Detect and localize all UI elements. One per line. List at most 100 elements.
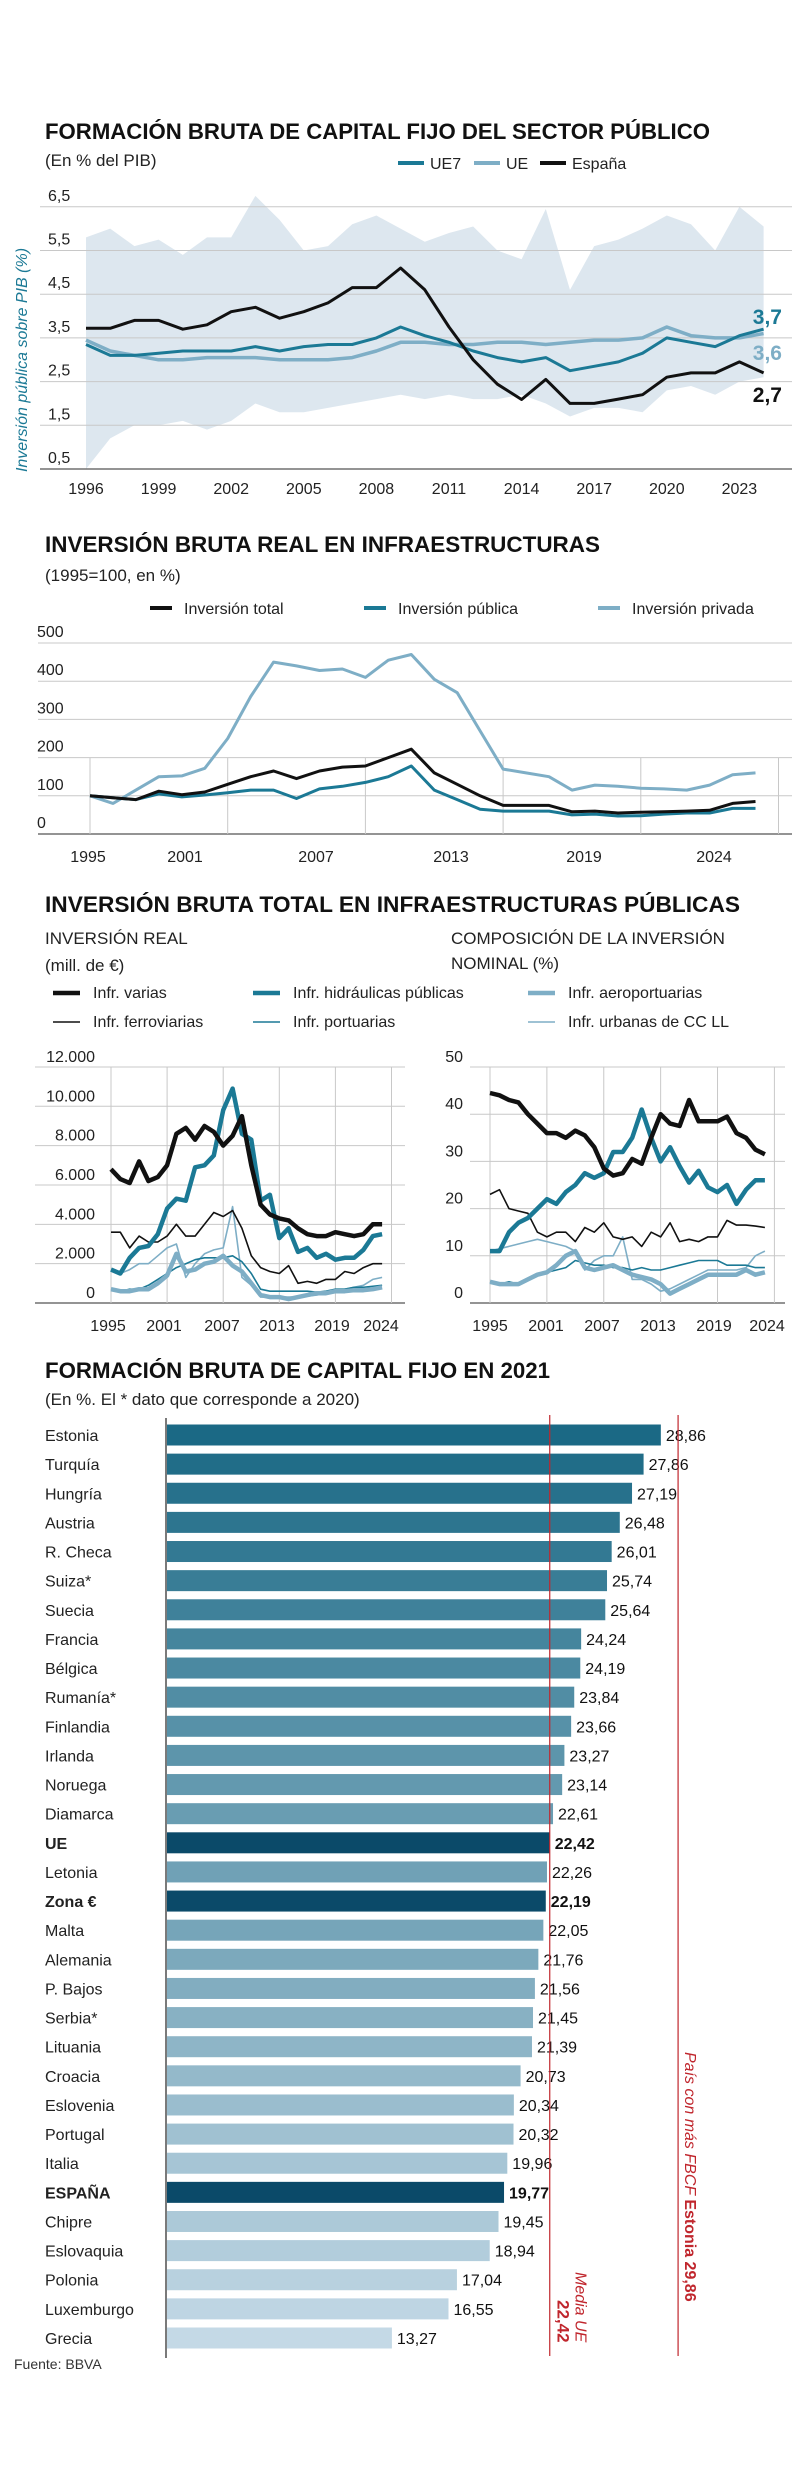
x-tick-label: 1995: [90, 1318, 126, 1335]
bar-zona: [167, 1890, 546, 1912]
x-tick-label: 2020: [649, 481, 685, 498]
value-label: 20,73: [526, 2069, 566, 2086]
x-tick-label: 2002: [213, 481, 249, 498]
value-label: 19,96: [512, 2156, 552, 2173]
legend-label-espana: España: [572, 156, 626, 173]
series-line-infr-ferroviarias: [111, 1209, 383, 1285]
chart3-left-subtitle: (mill. de €): [45, 956, 124, 975]
y-tick-label: 6.000: [55, 1167, 95, 1184]
y-tick-label: 6,5: [48, 188, 70, 205]
bar-austria: [167, 1511, 620, 1533]
chart1-title: FORMACIÓN BRUTA DE CAPITAL FIJO DEL SECT…: [45, 119, 710, 144]
bar-suiza: [167, 1570, 608, 1592]
x-tick-label: 2017: [576, 481, 612, 498]
y-tick-label: 0: [86, 1285, 95, 1302]
bar-noruega: [167, 1774, 563, 1796]
chart4-subtitle: (En %. El * dato que corresponde a 2020): [45, 1390, 360, 1409]
bar-espana: [167, 2181, 505, 2203]
category-label: Letonia: [45, 1865, 98, 1882]
value-label: 27,19: [637, 1486, 677, 1503]
legend-label-infr-portuarias: Infr. portuarias: [293, 1014, 395, 1031]
category-label: Hungría: [45, 1486, 102, 1503]
y-tick-label: 0,5: [48, 450, 70, 467]
legend-label-infr-ferroviarias: Infr. ferroviarias: [93, 1014, 203, 1031]
y-tick-label: 1,5: [48, 406, 70, 423]
value-label: 13,27: [397, 2331, 437, 2348]
legend-label-ue7: UE7: [430, 156, 461, 173]
x-tick-label: 2001: [167, 849, 203, 866]
x-tick-label: 2024: [696, 849, 732, 866]
x-tick-label: 1995: [472, 1318, 508, 1335]
value-label: 19,77: [509, 2185, 549, 2202]
x-tick-label: 2008: [359, 481, 395, 498]
series-line-infr-varias: [109, 1113, 383, 1239]
category-label: Francia: [45, 1632, 98, 1649]
x-tick-label: 2007: [298, 849, 334, 866]
legend-label-inversion-total: Inversión total: [184, 601, 284, 618]
x-tick-label: 2014: [504, 481, 540, 498]
x-tick-label: 2005: [286, 481, 322, 498]
series-line-infr-urbanas-de-cc-ll: [489, 1236, 766, 1292]
y-tick-label: 200: [37, 739, 64, 756]
series-line-infr-ferroviarias: [489, 1188, 766, 1248]
series-line-infr-aeroportuarias: [110, 1251, 383, 1302]
bar-letonia: [167, 1861, 547, 1883]
value-label: 20,34: [519, 2098, 559, 2115]
x-tick-label: 2024: [363, 1318, 399, 1335]
chart3-right-plot: 50 40 30 20 10 0 1995 2001 2007 2013 2019 2024: [445, 1049, 785, 1335]
value-label: 26,01: [617, 1545, 657, 1562]
x-tick-label: 2024: [749, 1318, 785, 1335]
chart3-left-title: INVERSIÓN REAL: [45, 929, 188, 948]
category-label: Croacia: [45, 2069, 100, 2086]
value-label: 22,61: [558, 1807, 598, 1824]
chart3-title: INVERSIÓN BRUTA TOTAL EN INFRAESTRUCTURA…: [45, 892, 740, 917]
chart2-legend: Inversión total Inversión pública Inversió…: [150, 601, 754, 618]
reference-label-text: País con más FBCF: [681, 2052, 698, 2199]
x-tick-label: 2019: [696, 1318, 732, 1335]
category-label: Finlandia: [45, 1719, 110, 1736]
category-label: Portugal: [45, 2127, 105, 2144]
x-tick-label: 2001: [528, 1318, 564, 1335]
y-tick-label: 400: [37, 662, 64, 679]
value-label: 24,19: [585, 1661, 625, 1678]
x-tick-label: 2013: [259, 1318, 295, 1335]
x-tick-label: 2013: [433, 849, 469, 866]
category-label: ESPAÑA: [45, 2182, 111, 2202]
bar-finlandia: [167, 1715, 572, 1737]
value-label: 22,26: [552, 1865, 592, 1882]
series-line-infr-varias: [489, 1090, 766, 1178]
y-tick-label: 50: [445, 1049, 463, 1066]
chart4-title: FORMACIÓN BRUTA DE CAPITAL FIJO EN 2021: [45, 1358, 550, 1383]
value-label: 20,32: [519, 2127, 559, 2144]
value-label: 27,86: [649, 1457, 689, 1474]
category-label: Irlanda: [45, 1748, 94, 1765]
value-label: 23,27: [569, 1748, 609, 1765]
chart4-plot: Estonia 28,86 Turquía 27,86 Hungría 27,19 Aust…: [45, 1415, 706, 2358]
bar-francia: [167, 1628, 582, 1650]
bar-hungria: [167, 1482, 633, 1504]
category-label: Italia: [45, 2156, 79, 2173]
value-label: 28,86: [666, 1428, 706, 1445]
x-tick-label: 2007: [204, 1318, 240, 1335]
reference-label-max-country: País con más FBCF Estonia 29,86: [681, 2052, 698, 2302]
bar-lituania: [167, 2036, 532, 2058]
value-label: 21,76: [543, 1952, 583, 1969]
value-label: 21,56: [540, 1981, 580, 1998]
chart2-subtitle: (1995=100, en %): [45, 566, 181, 585]
x-tick-label: 2019: [314, 1318, 350, 1335]
chart2-title: INVERSIÓN BRUTA REAL EN INFRAESTRUCTURAS: [45, 532, 600, 557]
bar-estonia: [167, 1424, 661, 1446]
category-label: Serbia*: [45, 2011, 97, 2028]
x-tick-label: 1995: [70, 849, 106, 866]
series-line-ue7: [85, 325, 764, 373]
y-tick-label: 300: [37, 700, 64, 717]
category-label: Rumanía*: [45, 1690, 116, 1707]
y-tick-label: 4,5: [48, 275, 70, 292]
chart2-plot: 500 400 300 200 100 0 1995 2001 2007 2013 2019 2024: [37, 624, 792, 866]
legend-label-infr-hidraulicas-publicas: Infr. hidráulicas públicas: [293, 985, 464, 1002]
category-label: Diamarca: [45, 1807, 114, 1824]
x-tick-label: 2023: [722, 481, 758, 498]
bar-luxemburgo: [167, 2298, 449, 2320]
y-tick-label: 5,5: [48, 232, 70, 249]
chart1-plot: 6,5 5,5 4,5 3,5 2,5 1,5 0,5 1996 1999 2002 2005 200…: [40, 188, 792, 498]
